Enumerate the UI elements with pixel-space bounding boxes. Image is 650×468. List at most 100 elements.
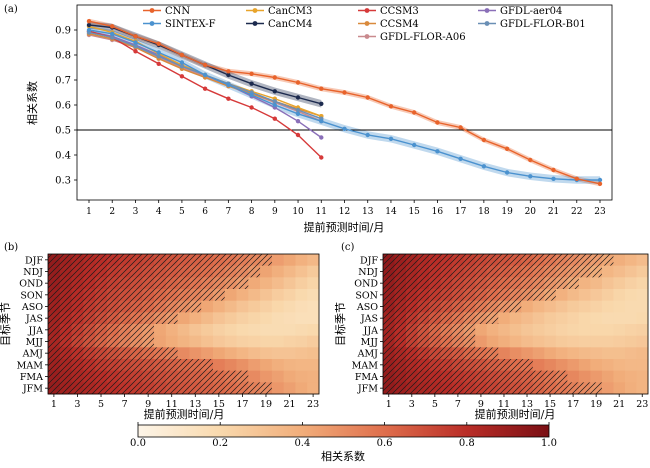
- heatmap-cell: [165, 324, 179, 337]
- heatmap-cell: [590, 347, 603, 360]
- legend-label: GFDL-FLOR-B01: [500, 19, 586, 30]
- colorbar-tick-label: 0.8: [459, 438, 475, 449]
- x-tick-label: 21: [548, 207, 559, 217]
- legend-label: GFDL-aer04: [500, 6, 562, 17]
- heatmap-cell: [201, 300, 214, 313]
- heatmap-cell: [154, 335, 167, 348]
- heatmap-cell: [212, 300, 226, 313]
- panel-label-b: (b): [4, 242, 18, 253]
- heatmap-cell: [636, 265, 649, 278]
- heatmap-cell: [509, 335, 522, 348]
- x-tick-label: 16: [432, 207, 444, 217]
- legend-label: CNN: [165, 6, 190, 17]
- x-tick-label: 13: [189, 399, 201, 410]
- colorbar-ticks: 0.0 0.2 0.4 0.6 0.8 1.0: [130, 422, 557, 449]
- point-ccsm3-5: [179, 74, 185, 79]
- heatmap-cell: [555, 289, 568, 302]
- heatmap-cell: [521, 300, 534, 313]
- heatmap-cell: [532, 347, 545, 360]
- heatmap-cell: [624, 289, 637, 302]
- heatmap-cell: [555, 312, 568, 325]
- heatmap-cell: [283, 265, 296, 278]
- point-ccsm3-8: [249, 105, 254, 110]
- x-tick-label: 3: [133, 207, 139, 217]
- x-tick-label: 22: [571, 207, 582, 217]
- heatmap-cell: [236, 335, 249, 348]
- x-tick-label: 15: [213, 399, 225, 410]
- heatmap-cell: [636, 277, 649, 290]
- y-tick-label: 0.3: [55, 176, 71, 187]
- heatmap-cell: [590, 370, 603, 383]
- heatmap-cell: [555, 359, 568, 372]
- point-sintex-f-10: [295, 111, 301, 117]
- point-cancm4-1: [86, 22, 92, 28]
- heatmap-cell: [613, 359, 626, 372]
- season-label: NDJ: [23, 267, 43, 278]
- point-cnn-18: [481, 137, 487, 143]
- x-tick-label: 3: [409, 399, 415, 410]
- heatmap-cell: [521, 335, 534, 348]
- heatmap-cell: [236, 289, 249, 302]
- x-tick-label: 9: [478, 399, 484, 410]
- legend-marker: [252, 21, 258, 26]
- heatmap-cell: [283, 277, 296, 290]
- heatmap-cell: [212, 324, 226, 337]
- heatmap-cell: [486, 324, 499, 337]
- season-label: JFM: [22, 384, 43, 395]
- heatmap-cell: [295, 265, 308, 278]
- x-axis-ticks: 1 3 5 7 9 11 13 15 17 19 21 23: [51, 394, 319, 410]
- point-sintex-f-11: [319, 119, 324, 124]
- heatmap-cell: [613, 289, 626, 302]
- heatmap-cell: [260, 312, 273, 325]
- season-label: FMA: [20, 372, 43, 383]
- heatmap-cell: [307, 289, 320, 302]
- legend-item-cnn: CNN: [143, 6, 190, 17]
- heatmap-cell: [224, 289, 237, 302]
- heatmap-cell: [624, 370, 637, 383]
- point-ccsm3-4: [156, 61, 161, 66]
- legend-marker: [364, 21, 370, 26]
- legend-marker: [149, 21, 155, 26]
- point-sintex-f-23: [597, 177, 603, 183]
- heatmap-cell: [260, 335, 273, 348]
- heatmap-cell: [271, 370, 285, 383]
- heatmap-cell: [624, 382, 637, 395]
- point-gfdl-flor-b01-3: [133, 44, 138, 49]
- heatmap-cell: [590, 300, 603, 313]
- series-lines: [86, 19, 603, 186]
- x-tick-label: 1: [386, 399, 392, 410]
- heatmap-cell: [509, 347, 522, 360]
- heatmap-cell: [295, 359, 308, 372]
- heatmap-cell: [624, 335, 637, 348]
- heatmap-cell: [224, 312, 237, 325]
- point-ccsm3-3: [133, 49, 138, 54]
- heatmap-cell: [601, 312, 614, 325]
- x-tick-label: 11: [316, 207, 327, 217]
- heatmap-cell: [236, 312, 249, 325]
- point-cnn-23: [597, 181, 603, 186]
- y-tick-label: 0.5: [55, 126, 71, 137]
- heatmap-cell: [590, 324, 603, 337]
- point-ccsm3-6: [202, 86, 208, 91]
- point-cnn-6: [202, 62, 208, 68]
- heatmap-cell: [613, 324, 626, 337]
- colorbar-tick-label: 0.2: [212, 438, 228, 449]
- point-cnn-2: [110, 24, 115, 29]
- point-sintex-f-1: [86, 27, 92, 33]
- heatmap-cell: [613, 312, 626, 325]
- x-tick-label: 3: [74, 399, 80, 410]
- heatmap-cell: [260, 265, 273, 278]
- point-gfdl-flor-b01-10: [295, 107, 301, 113]
- heatmap-cell: [532, 359, 545, 372]
- heatmap-cell: [567, 300, 580, 313]
- heatmap-cell: [601, 300, 614, 313]
- heatmap-cell: [248, 289, 261, 302]
- point-sintex-f-16: [435, 149, 440, 154]
- point-cnn-13: [365, 95, 370, 100]
- point-sintex-f-9: [272, 102, 277, 108]
- x-tick-label: 13: [362, 207, 374, 217]
- heatmap-cell: [271, 324, 285, 337]
- heatmap-cell: [578, 335, 591, 348]
- heatmap-cell: [248, 277, 261, 290]
